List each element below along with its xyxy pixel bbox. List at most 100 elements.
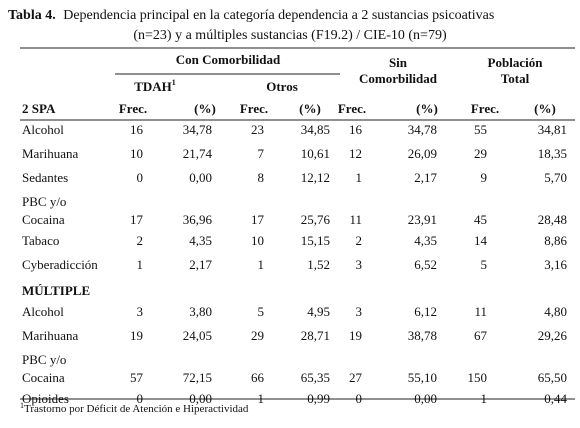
cell: 21,74 — [183, 146, 213, 161]
cell: 27 — [349, 370, 363, 385]
column-header: Frec. — [240, 101, 268, 116]
cell: 28,71 — [301, 328, 330, 343]
cell: 150 — [468, 370, 488, 385]
footnote-mark: 1 — [20, 401, 24, 410]
cell: 1 — [258, 257, 265, 272]
cell: 0,00 — [189, 170, 212, 185]
cell: 10 — [251, 233, 264, 248]
cell: 67 — [474, 328, 488, 343]
cell: 17 — [130, 212, 144, 227]
cell: 65,35 — [301, 370, 330, 385]
cell: 23,91 — [408, 212, 437, 227]
cell: 38,78 — [408, 328, 437, 343]
row-label: Opioides — [22, 391, 69, 406]
cell: 6,52 — [414, 257, 437, 272]
sub-header: Otros — [266, 79, 298, 94]
cell: 8,86 — [544, 233, 567, 248]
row-label: Cocaina — [22, 212, 65, 227]
row-label: Marihuana — [22, 146, 79, 161]
cell: 6,12 — [414, 304, 437, 319]
title-label: Tabla 4. — [8, 8, 56, 23]
column-header: (%) — [299, 101, 321, 116]
cell: 0 — [137, 170, 144, 185]
cell: 16 — [130, 122, 144, 137]
cell: 34,85 — [301, 122, 330, 137]
cell: 1 — [258, 391, 265, 406]
cell: 55 — [474, 122, 487, 137]
cell: 4,80 — [544, 304, 567, 319]
cell: 0 — [137, 391, 144, 406]
cell: 4,35 — [414, 233, 437, 248]
group-header: Comorbilidad — [359, 71, 438, 86]
cell: 36,96 — [183, 212, 213, 227]
footnote-text: Trastorno por Déficit de Atención e Hipe… — [24, 403, 249, 415]
cell: 34,78 — [408, 122, 437, 137]
group-header: Población — [488, 55, 544, 70]
cell: 17 — [251, 212, 265, 227]
cell: 65,50 — [538, 370, 567, 385]
cell: 24,05 — [183, 328, 212, 343]
cell: 3 — [356, 257, 363, 272]
cell: 10,61 — [301, 146, 330, 161]
column-header: Frec. — [471, 101, 499, 116]
cell: 66 — [251, 370, 265, 385]
cell: 1 — [356, 170, 363, 185]
row-label: Alcohol — [22, 304, 64, 319]
cell: 0,00 — [189, 391, 212, 406]
section-title: MÚLTIPLE — [22, 283, 90, 298]
title-text: (n=23) y a múltiples sustancias (F19.2) … — [133, 28, 447, 43]
cell: 8 — [258, 170, 265, 185]
cell: 12 — [349, 146, 362, 161]
cell: 4,35 — [189, 233, 212, 248]
cell: 1 — [137, 257, 144, 272]
column-header: (%) — [534, 101, 556, 116]
row-label: Sedantes — [22, 170, 68, 185]
column-header: (%) — [416, 101, 438, 116]
cell: 5 — [481, 257, 488, 272]
cell: 0 — [356, 391, 363, 406]
cell: 3 — [137, 304, 144, 319]
cell: 55,10 — [408, 370, 437, 385]
cell: 29 — [474, 146, 487, 161]
cell: 2,17 — [414, 170, 437, 185]
cell: 45 — [474, 212, 487, 227]
cell: 1 — [481, 391, 488, 406]
cell: 28,48 — [538, 212, 567, 227]
footnote-mark: 1 — [172, 78, 176, 87]
cell: 18,35 — [538, 146, 567, 161]
cell: 57 — [130, 370, 144, 385]
group-header: Sin — [389, 55, 408, 70]
cell: 3,16 — [544, 257, 567, 272]
row-label: Tabaco — [22, 233, 59, 248]
cell: 2 — [356, 233, 363, 248]
cell: 19 — [349, 328, 362, 343]
cell: 72,15 — [183, 370, 212, 385]
row-label: Cyberadicción — [22, 257, 98, 272]
cell: 15,15 — [301, 233, 330, 248]
sub-header: TDAH1 — [134, 78, 176, 94]
cell: 34,81 — [538, 122, 567, 137]
cell: 11 — [349, 212, 362, 227]
cell: 23 — [251, 122, 264, 137]
column-header: (%) — [194, 101, 216, 116]
cell: 0,99 — [307, 391, 330, 406]
cell: 29,26 — [538, 328, 568, 343]
row-label: Alcohol — [22, 122, 64, 137]
cell: 1,52 — [307, 257, 330, 272]
row-label: PBC y/o — [22, 352, 66, 367]
row-label: Cocaina — [22, 370, 65, 385]
group-header: Con Comorbilidad — [176, 52, 281, 67]
cell: 2 — [137, 233, 144, 248]
cell: 9 — [481, 170, 488, 185]
cell: 0,00 — [414, 391, 437, 406]
cell: 29 — [251, 328, 264, 343]
cell: 5 — [258, 304, 265, 319]
cell: 14 — [474, 233, 488, 248]
cell: 5,70 — [544, 170, 567, 185]
title-text: Dependencia principal en la categoría de… — [63, 8, 494, 23]
row-label: PBC y/o — [22, 194, 66, 209]
cell: 3 — [356, 304, 363, 319]
cell: 34,78 — [183, 122, 212, 137]
column-header: Frec. — [338, 101, 366, 116]
